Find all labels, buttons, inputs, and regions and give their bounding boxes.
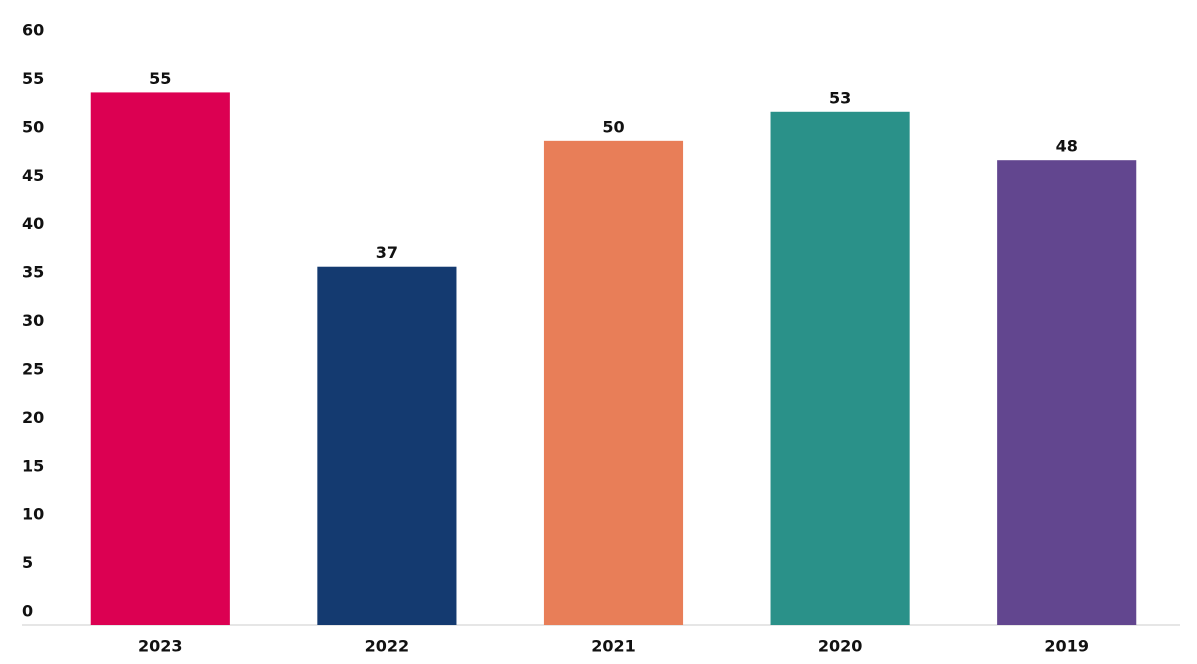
y-tick-label: 50 bbox=[22, 117, 44, 136]
bar bbox=[317, 266, 457, 625]
y-tick-label: 20 bbox=[22, 408, 44, 427]
bar bbox=[90, 92, 230, 625]
x-tick-label: 2020 bbox=[818, 637, 863, 656]
x-tick-label: 2022 bbox=[365, 637, 410, 656]
x-tick-label: 2019 bbox=[1044, 637, 1089, 656]
y-tick-label: 15 bbox=[22, 456, 44, 475]
y-tick-label: 60 bbox=[22, 21, 44, 40]
y-tick-label: 40 bbox=[22, 214, 44, 233]
y-tick-label: 0 bbox=[22, 602, 33, 621]
bar bbox=[997, 160, 1137, 625]
y-tick-label: 45 bbox=[22, 166, 44, 185]
data-label: 53 bbox=[829, 88, 851, 107]
data-label: 50 bbox=[602, 117, 624, 136]
bar bbox=[770, 111, 910, 626]
y-tick-label: 10 bbox=[22, 505, 44, 524]
y-tick-label: 35 bbox=[22, 263, 44, 282]
y-tick-label: 25 bbox=[22, 359, 44, 378]
x-tick-label: 2021 bbox=[591, 637, 636, 656]
bar bbox=[543, 140, 684, 626]
data-label: 37 bbox=[376, 243, 398, 262]
data-label: 55 bbox=[149, 69, 171, 88]
data-label: 48 bbox=[1056, 137, 1078, 156]
y-tick-label: 30 bbox=[22, 311, 44, 330]
y-tick-label: 5 bbox=[22, 553, 33, 572]
x-tick-label: 2023 bbox=[138, 637, 183, 656]
y-tick-label: 55 bbox=[22, 69, 44, 88]
